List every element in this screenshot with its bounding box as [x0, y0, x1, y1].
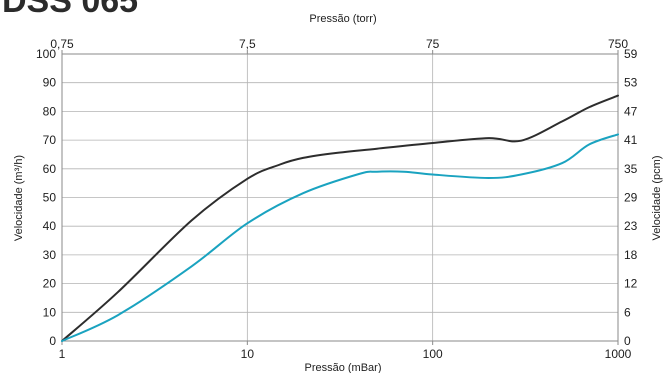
y2-tick-label: 12	[624, 277, 638, 291]
chart-title: DSS 065	[2, 0, 138, 20]
x2-tick-label: 750	[608, 37, 628, 51]
x2-axis-title: Pressão (torr)	[309, 13, 376, 25]
series-lines	[61, 94, 619, 342]
y2-tick-label: 35	[624, 162, 638, 176]
y-tick-label: 20	[43, 277, 57, 291]
y-tick-label: 30	[43, 248, 57, 262]
grid	[61, 50, 619, 345]
y-tick-label: 0	[49, 334, 56, 348]
x-tick-label: 1	[59, 347, 66, 361]
y2-tick-label: 23	[624, 219, 638, 233]
y-tick-label: 10	[43, 305, 57, 319]
plot-frame	[61, 53, 619, 342]
x-tick-label: 1000	[605, 347, 632, 361]
y-tick-label: 70	[43, 133, 57, 147]
y-tick-label: 40	[43, 219, 57, 233]
x-axis-title: Pressão (mBar)	[304, 362, 381, 373]
y2-tick-label: 53	[624, 76, 638, 90]
series-line-1	[61, 94, 619, 342]
y2-tick-label: 6	[624, 305, 631, 319]
x2-tick-label: 7,5	[239, 37, 256, 51]
series-line-2	[61, 133, 619, 342]
y2-tick-label: 0	[624, 334, 631, 348]
y2-tick-label: 18	[624, 248, 638, 262]
y2-tick-label: 47	[624, 104, 638, 118]
x2-tick-label: 0,75	[50, 37, 74, 51]
x2-tick-label: 75	[426, 37, 440, 51]
y-tick-label: 90	[43, 76, 57, 90]
y-tick-label: 80	[43, 104, 57, 118]
y-tick-label: 60	[43, 162, 57, 176]
y-tick-label: 50	[43, 191, 57, 205]
y2-tick-label: 41	[624, 133, 638, 147]
y2-tick-label: 59	[624, 47, 638, 61]
y2-tick-label: 29	[624, 191, 638, 205]
x-tick-label: 10	[241, 347, 255, 361]
y-tick-label: 100	[36, 47, 56, 61]
y-axis-title: Velocidade (m³/h)	[13, 155, 25, 241]
x-tick-label: 100	[423, 347, 443, 361]
y2-axis-title: Velocidade (pcm)	[651, 156, 663, 241]
